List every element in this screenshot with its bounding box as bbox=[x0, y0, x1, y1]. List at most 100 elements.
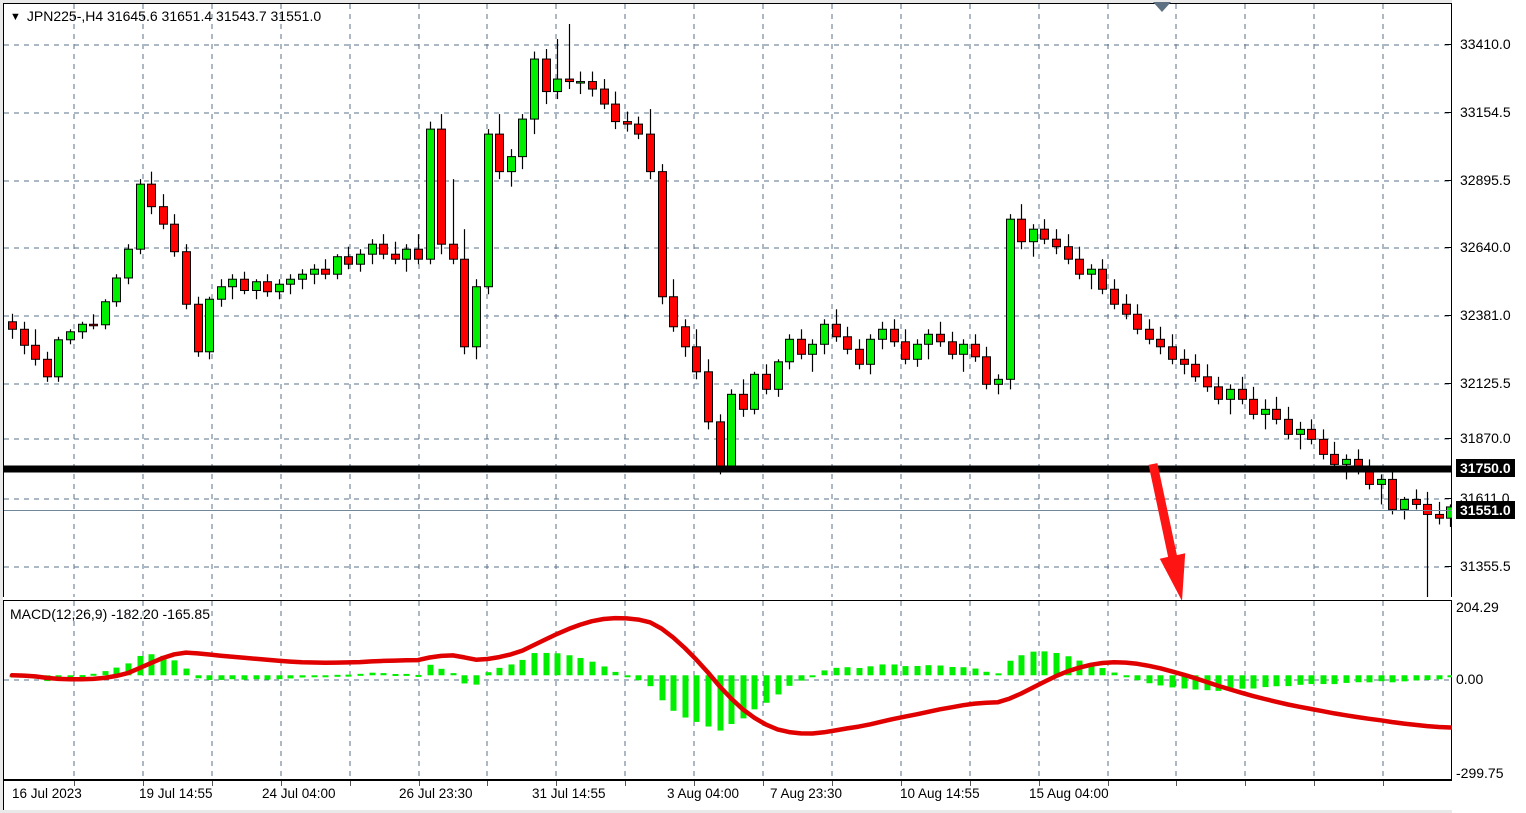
candlestick bbox=[1168, 334, 1177, 365]
candlestick bbox=[112, 274, 121, 307]
candlestick bbox=[1249, 386, 1258, 420]
candlestick bbox=[565, 24, 574, 90]
price-axis[interactable]: 33410.0 33154.5 32895.5 32640.0 32381.0 32125… bbox=[1445, 0, 1526, 813]
time-axis-tick bbox=[901, 780, 902, 786]
candlestick bbox=[1006, 214, 1015, 390]
time-axis-label: 31 Jul 14:55 bbox=[532, 786, 606, 801]
price-axis-label: 32640.0 bbox=[1460, 239, 1511, 255]
candlestick bbox=[913, 339, 922, 367]
macd-bar bbox=[311, 675, 318, 678]
candlestick bbox=[739, 379, 748, 417]
macd-bar bbox=[171, 660, 178, 676]
candlestick bbox=[1330, 441, 1339, 470]
time-axis-tick bbox=[694, 780, 695, 786]
macd-bar bbox=[160, 655, 167, 676]
macd-bar bbox=[1389, 675, 1396, 683]
time-axis-label: 7 Aug 23:30 bbox=[770, 786, 843, 801]
candlestick bbox=[286, 274, 295, 295]
macd-bar bbox=[113, 667, 120, 676]
candlestick bbox=[774, 359, 783, 397]
candlestick bbox=[1238, 376, 1247, 405]
macd-bar bbox=[345, 674, 352, 677]
candlestick bbox=[820, 319, 829, 355]
candlestick bbox=[379, 234, 388, 260]
macd-bar bbox=[1169, 675, 1176, 688]
price-axis-label: 31870.0 bbox=[1460, 430, 1511, 446]
candlestick bbox=[159, 194, 168, 230]
time-axis-tick bbox=[1314, 780, 1315, 786]
candlestick bbox=[1087, 264, 1096, 290]
chart-position-marker-icon[interactable] bbox=[1153, 2, 1171, 12]
candlestick bbox=[1075, 246, 1084, 280]
candlestick bbox=[1017, 204, 1026, 250]
price-axis-tick bbox=[1445, 497, 1452, 499]
candlestick bbox=[1435, 501, 1444, 525]
time-axis[interactable]: 16 Jul 2023 19 Jul 14:55 24 Jul 04:00 26 Ju… bbox=[3, 780, 1454, 810]
candlestick bbox=[959, 339, 968, 372]
candlestick bbox=[310, 264, 319, 285]
time-axis-tick bbox=[281, 780, 282, 786]
macd-bar bbox=[1099, 668, 1106, 676]
macd-bar bbox=[1227, 675, 1234, 690]
macd-bar bbox=[380, 673, 387, 676]
macd-bar bbox=[357, 673, 364, 676]
macd-bar bbox=[751, 675, 758, 710]
macd-bar bbox=[1146, 675, 1153, 684]
macd-bar bbox=[601, 666, 608, 676]
macd-bar bbox=[914, 665, 921, 676]
candlestick bbox=[1064, 234, 1073, 265]
candlestick bbox=[948, 331, 957, 360]
macd-bar bbox=[612, 671, 619, 676]
macd-bar bbox=[856, 667, 863, 676]
candlestick bbox=[1180, 349, 1189, 375]
macd-bar bbox=[461, 675, 468, 684]
time-axis-tick bbox=[556, 780, 557, 786]
time-axis-label: 3 Aug 04:00 bbox=[667, 786, 740, 801]
candlestick bbox=[495, 114, 504, 180]
candlestick bbox=[147, 171, 156, 215]
price-axis-tick bbox=[1445, 246, 1452, 248]
candlestick bbox=[298, 269, 307, 290]
price-axis-highlight-label: 31551.0 bbox=[1456, 501, 1515, 519]
macd-bar bbox=[519, 659, 526, 676]
price-axis-label: 32125.5 bbox=[1460, 375, 1511, 391]
macd-bar bbox=[1123, 675, 1130, 678]
macd-bar bbox=[299, 675, 306, 678]
time-axis-label: 19 Jul 14:55 bbox=[139, 786, 213, 801]
macd-bar bbox=[1378, 675, 1385, 682]
macd-bar bbox=[415, 674, 422, 677]
macd-bar bbox=[276, 675, 283, 680]
candlestick bbox=[692, 329, 701, 380]
down-trend-arrow bbox=[1148, 463, 1186, 601]
macd-bar bbox=[566, 655, 573, 676]
candlestick bbox=[843, 326, 852, 355]
candlestick bbox=[1052, 229, 1061, 255]
macd-bar bbox=[241, 675, 248, 680]
macd-bar bbox=[1297, 675, 1304, 685]
window-left-edge bbox=[0, 0, 3, 813]
candlestick bbox=[1412, 489, 1421, 510]
price-chart-pane[interactable] bbox=[3, 3, 1467, 601]
macd-bar bbox=[902, 666, 909, 676]
macd-bar bbox=[1030, 651, 1037, 676]
candlestick bbox=[1272, 396, 1281, 425]
price-axis-tick bbox=[1445, 43, 1452, 45]
macd-bar bbox=[229, 675, 236, 680]
candlestick bbox=[194, 296, 203, 357]
macd-bar bbox=[1239, 675, 1246, 689]
macd-bar bbox=[125, 663, 132, 676]
candlestick bbox=[808, 339, 817, 372]
candlestick bbox=[66, 329, 75, 345]
chart-header-text: JPN225-,H4 31645.6 31651.4 31543.7 31551… bbox=[26, 8, 322, 24]
macd-bar bbox=[1065, 656, 1072, 676]
macd-bar bbox=[1134, 675, 1141, 681]
macd-bar bbox=[1262, 675, 1269, 688]
candlestick bbox=[623, 111, 632, 132]
macd-indicator-pane[interactable] bbox=[3, 600, 1466, 780]
macd-bar bbox=[972, 668, 979, 676]
triangle-down-icon[interactable]: ▼ bbox=[10, 11, 21, 23]
candlestick bbox=[1145, 319, 1154, 345]
macd-bar bbox=[960, 667, 967, 676]
candlestick bbox=[263, 274, 272, 297]
macd-axis-label: 204.29 bbox=[1456, 599, 1499, 615]
